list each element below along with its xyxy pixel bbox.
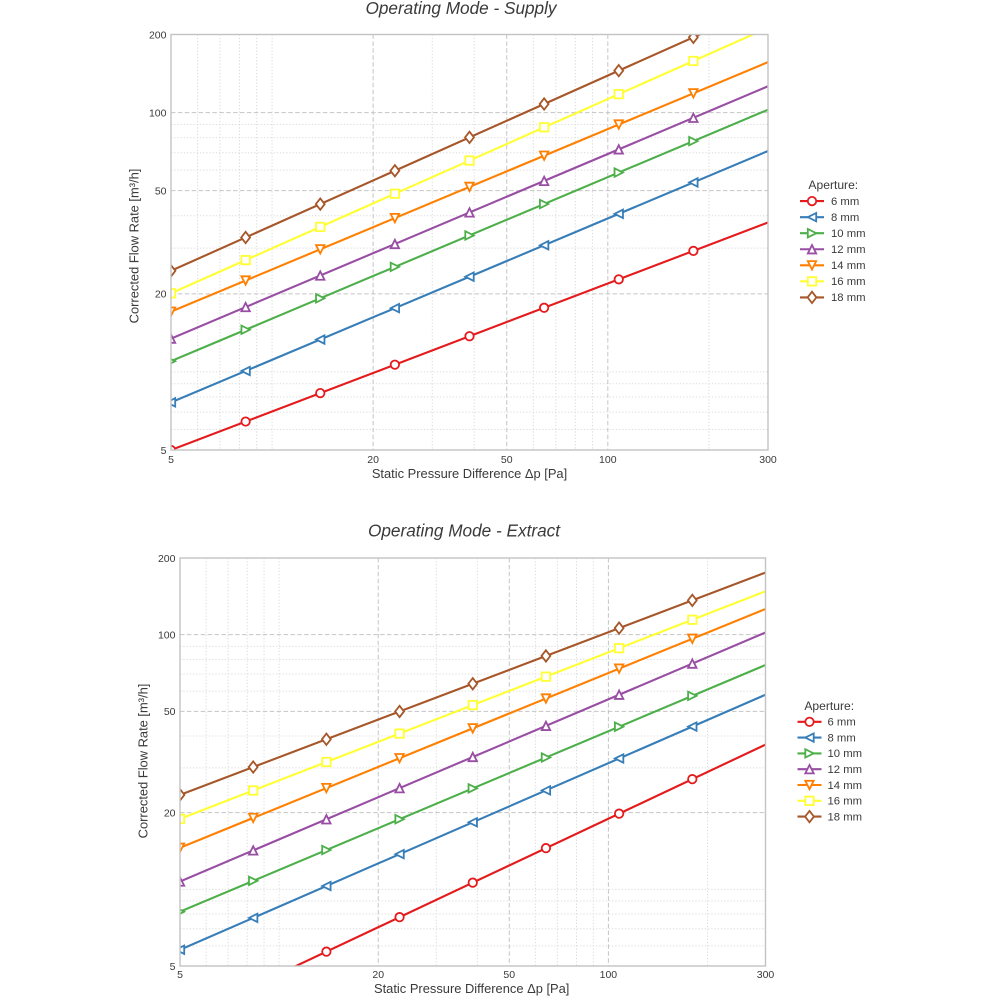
svg-text:18 mm: 18 mm [828, 811, 863, 823]
svg-text:8 mm: 8 mm [831, 212, 859, 224]
svg-text:200: 200 [158, 553, 176, 565]
svg-text:Static Pressure Difference Δp: Static Pressure Difference Δp [Pa] [372, 466, 567, 481]
svg-text:5: 5 [161, 445, 167, 457]
svg-text:16 mm: 16 mm [831, 276, 866, 288]
svg-text:5: 5 [170, 961, 176, 973]
svg-text:100: 100 [600, 969, 618, 981]
svg-text:300: 300 [757, 969, 775, 981]
svg-text:200: 200 [149, 29, 167, 41]
svg-text:Corrected Flow Rate [m³/h]: Corrected Flow Rate [m³/h] [136, 684, 151, 839]
svg-text:Aperture:: Aperture: [804, 699, 854, 713]
svg-text:6 mm: 6 mm [831, 196, 859, 208]
svg-text:Operating Mode - Extract: Operating Mode - Extract [368, 520, 561, 540]
svg-text:5: 5 [168, 454, 174, 466]
svg-text:18 mm: 18 mm [831, 292, 866, 304]
svg-text:100: 100 [599, 454, 617, 466]
svg-text:300: 300 [759, 454, 777, 466]
svg-text:Aperture:: Aperture: [808, 178, 858, 192]
svg-text:Corrected Flow Rate [m³/h]: Corrected Flow Rate [m³/h] [127, 169, 142, 324]
svg-text:6 mm: 6 mm [828, 717, 856, 729]
svg-text:100: 100 [158, 629, 176, 641]
svg-text:5: 5 [177, 969, 183, 981]
svg-text:20: 20 [164, 807, 176, 819]
svg-text:Static Pressure Difference Δp: Static Pressure Difference Δp [Pa] [374, 981, 569, 996]
svg-text:20: 20 [372, 969, 384, 981]
svg-text:Operating Mode - Supply: Operating Mode - Supply [365, 0, 557, 18]
svg-text:20: 20 [155, 289, 167, 301]
svg-text:50: 50 [155, 185, 167, 197]
svg-text:8 mm: 8 mm [828, 732, 856, 744]
svg-text:12 mm: 12 mm [831, 244, 866, 256]
svg-text:12 mm: 12 mm [828, 764, 863, 776]
svg-text:16 mm: 16 mm [828, 796, 863, 808]
svg-text:20: 20 [367, 454, 379, 466]
svg-text:50: 50 [503, 969, 515, 981]
svg-text:10 mm: 10 mm [831, 228, 866, 240]
svg-text:50: 50 [164, 706, 176, 718]
svg-text:10 mm: 10 mm [828, 748, 863, 760]
svg-text:14 mm: 14 mm [831, 260, 866, 272]
svg-text:14 mm: 14 mm [828, 780, 863, 792]
svg-text:50: 50 [501, 454, 513, 466]
svg-text:100: 100 [149, 107, 167, 119]
